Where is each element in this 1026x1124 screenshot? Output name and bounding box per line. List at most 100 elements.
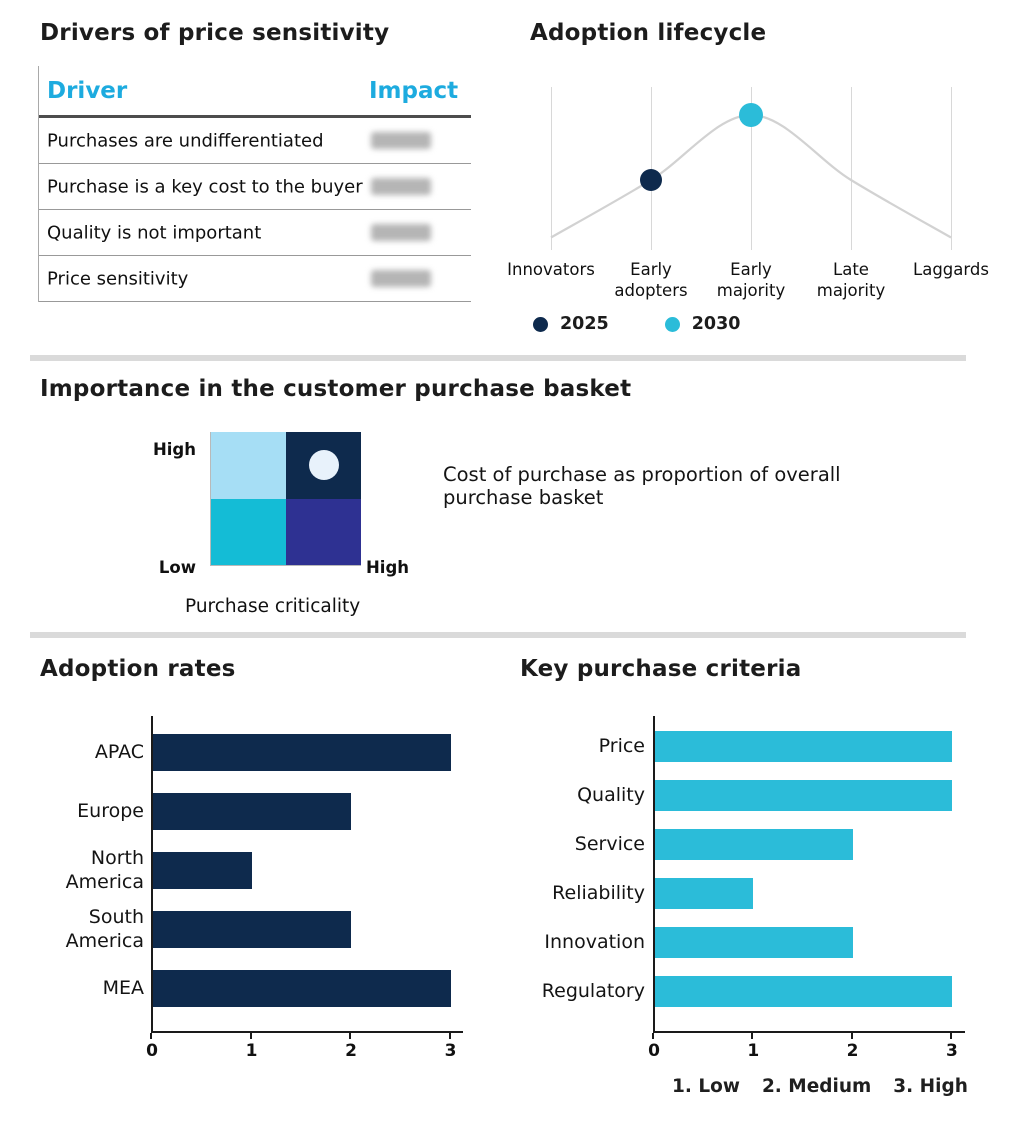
x-tick-mark: [349, 1033, 351, 1039]
legend-item-2025: 2025: [533, 314, 609, 334]
bar-regulatory: [654, 976, 952, 1007]
scale-legend-item: 1. Low: [672, 1076, 740, 1097]
x-tick-label: 0: [648, 1041, 660, 1061]
section-divider-2: [30, 632, 966, 638]
key-purchase-criteria-chart: Price Quality Service Reliability Innovation…: [505, 716, 985, 1066]
drivers-table: Driver Impact Purchases are undifferenti…: [38, 66, 471, 302]
drivers-table-header-row: Driver Impact: [39, 66, 471, 118]
lifecycle-gridline: [950, 87, 952, 250]
y-axis-line: [151, 716, 153, 1033]
driver-name-cell: Purchase is a key cost to the buyer: [47, 176, 363, 197]
bar-south-america: [152, 911, 351, 948]
impact-redacted-value: [371, 178, 431, 195]
scale-legend-item: 3. High: [893, 1076, 968, 1097]
x-axis-line: [151, 1031, 463, 1033]
impact-redacted-value: [371, 132, 431, 149]
category-label-regulatory: Regulatory: [541, 979, 645, 1002]
driver-column-header: Driver: [47, 78, 128, 104]
y-axis-line: [653, 716, 655, 1033]
driver-name-cell: Purchases are undifferentiated: [47, 130, 324, 151]
category-label-innovation: Innovation: [544, 930, 645, 953]
impact-redacted-value: [371, 270, 431, 287]
bar-reliability: [654, 878, 754, 909]
quadrant-bottom-left: [211, 498, 286, 565]
lifecycle-gridline: [850, 87, 852, 250]
scale-legend: 1. Low 2. Medium 3. High: [672, 1076, 968, 1097]
x-tick-mark: [448, 1033, 451, 1039]
lifecycle-category-label: Innovators: [507, 260, 595, 279]
drivers-table-title: Drivers of price sensitivity: [40, 20, 390, 46]
x-tick-label: 0: [146, 1041, 158, 1061]
x-tick-mark: [652, 1033, 654, 1039]
bar-apac: [152, 734, 451, 771]
bar-mea: [152, 970, 451, 1007]
x-tick-mark: [850, 1033, 853, 1039]
lifecycle-gridline: [550, 87, 552, 250]
legend-label: 2030: [691, 314, 741, 334]
purchase-basket-matrix: [210, 432, 361, 566]
matrix-x-high-label: High: [366, 558, 410, 577]
lifecycle-category-label: Late majority: [816, 260, 886, 300]
marker-2030: [739, 103, 763, 127]
key-purchase-criteria-title: Key purchase criteria: [520, 656, 802, 682]
x-tick-label: 3: [945, 1041, 958, 1061]
lifecycle-legend: 2025 2030: [533, 314, 740, 334]
adoption-rates-title: Adoption rates: [40, 656, 236, 682]
x-tick-label: 1: [747, 1041, 760, 1061]
legend-dot-2030: [664, 316, 680, 332]
quadrant-bottom-right: [286, 498, 361, 565]
bar-europe: [152, 793, 351, 830]
matrix-annotation: Cost of purchase as proportion of overal…: [443, 463, 841, 510]
legend-label: 2025: [560, 314, 609, 334]
category-label-north-america: North America: [65, 846, 144, 893]
category-label-reliability: Reliability: [552, 881, 645, 904]
table-row: Quality is not important: [39, 210, 471, 256]
lifecycle-category-label: Early adopters: [614, 260, 688, 300]
lifecycle-title: Adoption lifecycle: [530, 20, 767, 46]
category-label-service: Service: [574, 832, 645, 855]
x-tick-label: 1: [245, 1041, 258, 1061]
x-tick-mark: [150, 1033, 152, 1039]
marker-2025: [640, 169, 662, 191]
bar-north-america: [152, 852, 252, 889]
category-label-south-america: South America: [65, 905, 144, 952]
x-tick-label: 3: [444, 1041, 457, 1061]
quadrant-top-right: [286, 432, 361, 499]
drivers-table-body: Purchases are undifferentiated Purchase i…: [39, 118, 471, 302]
x-tick-mark: [249, 1033, 252, 1039]
x-tick-label: 2: [846, 1041, 859, 1061]
driver-name-cell: Quality is not important: [47, 222, 262, 243]
lifecycle-chart: [501, 85, 1001, 255]
category-label-price: Price: [598, 734, 645, 757]
x-tick-label: 2: [345, 1041, 357, 1061]
scale-legend-item: 2. Medium: [761, 1076, 872, 1097]
x-tick-mark: [751, 1033, 754, 1039]
bar-service: [654, 829, 853, 860]
x-axis-line: [653, 1031, 965, 1033]
category-label-mea: MEA: [102, 976, 144, 999]
x-tick-mark: [949, 1033, 952, 1039]
table-row: Purchases are undifferentiated: [39, 118, 471, 164]
lifecycle-category-label: Laggards: [913, 260, 989, 279]
impact-redacted-value: [371, 224, 431, 241]
bell-curve-path: [550, 113, 952, 239]
driver-name-cell: Price sensitivity: [47, 268, 189, 289]
legend-dot-2025: [533, 316, 548, 332]
lifecycle-category-label: Early majority: [716, 260, 786, 300]
matrix-y-low-label: Low: [158, 558, 196, 577]
category-label-quality: Quality: [577, 783, 645, 806]
bar-quality: [654, 780, 952, 811]
matrix-title: Importance in the customer purchase bask…: [40, 376, 632, 402]
category-label-europe: Europe: [77, 799, 144, 822]
section-divider-1: [30, 355, 966, 361]
table-row: Price sensitivity: [39, 256, 471, 302]
matrix-x-axis-label: Purchase criticality: [185, 596, 361, 617]
bar-price: [654, 731, 952, 762]
matrix-marker-dot: [308, 450, 339, 480]
lifecycle-gridline: [750, 87, 752, 250]
lifecycle-x-axis-labels: Innovators Early adopters Early majority La…: [501, 260, 1001, 306]
legend-item-2030: 2030: [664, 314, 741, 334]
bar-innovation: [654, 927, 853, 958]
adoption-rates-chart: APAC Europe North America South America MEA 0…: [42, 716, 482, 1066]
